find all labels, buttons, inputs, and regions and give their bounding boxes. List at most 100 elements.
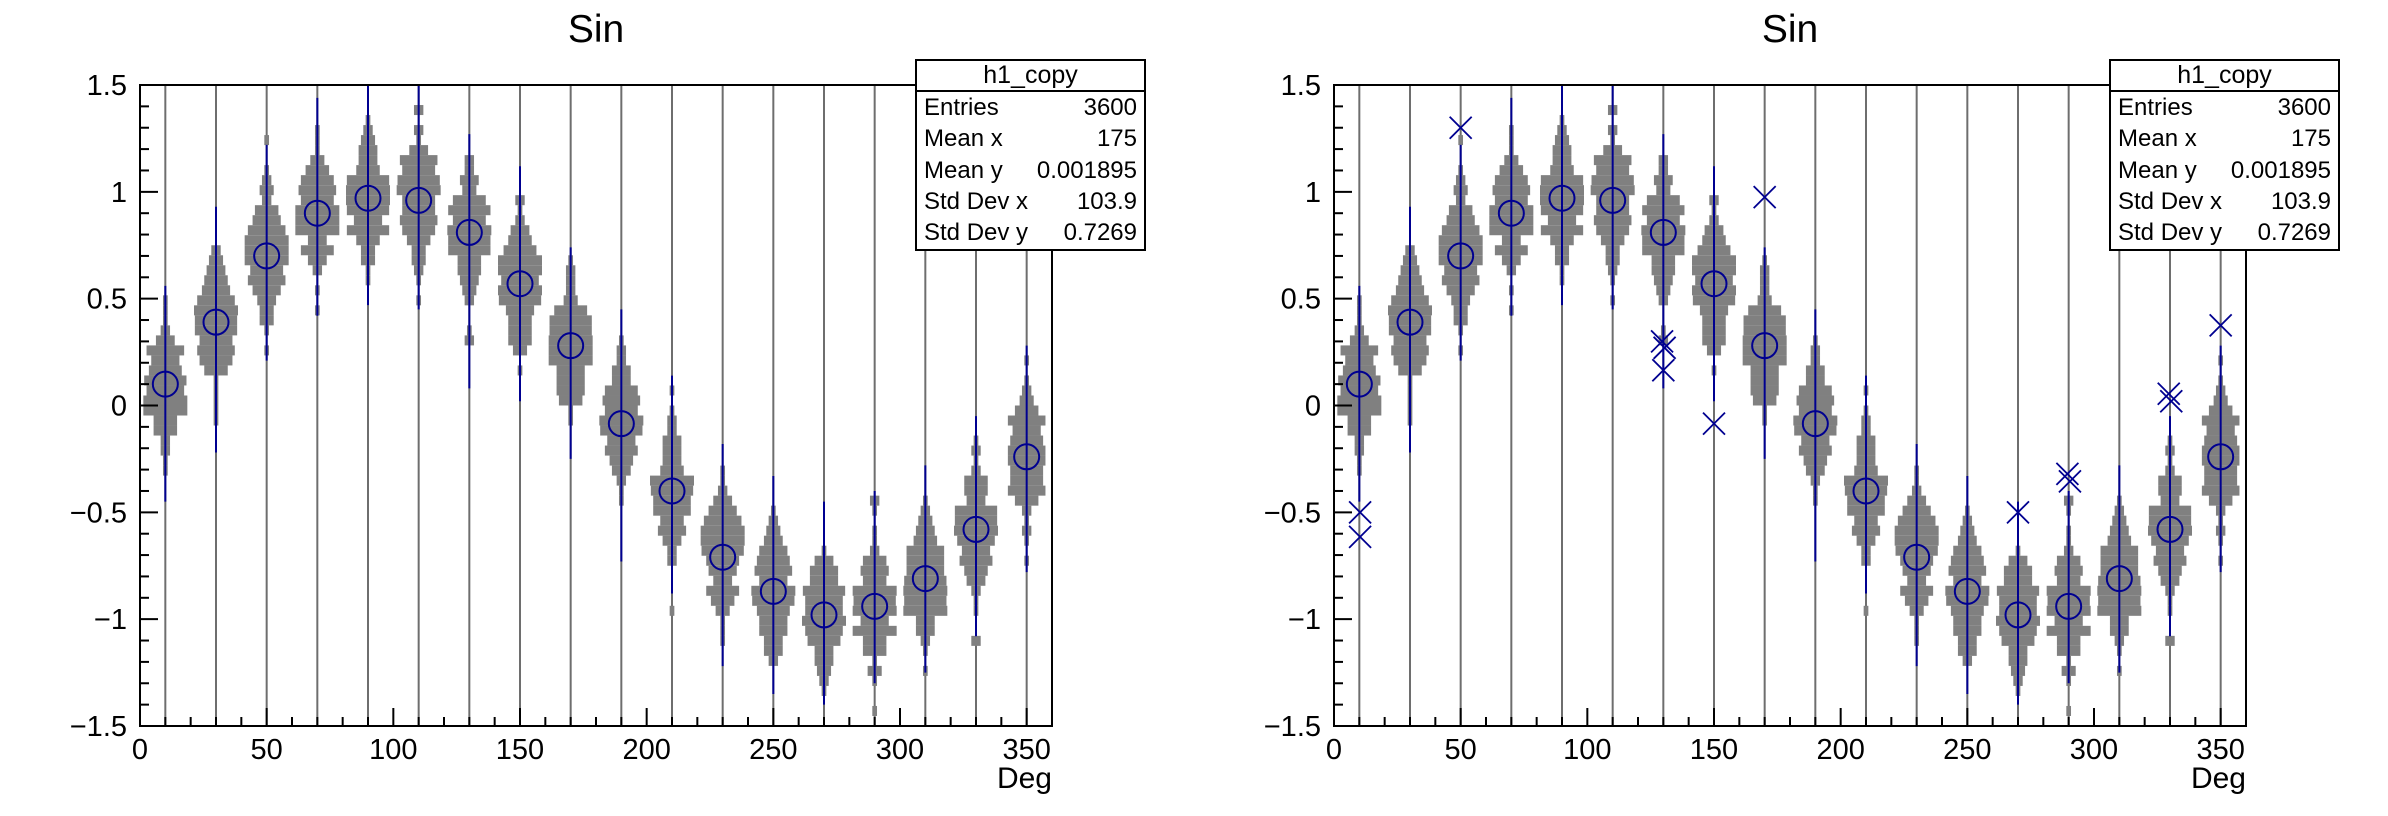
mean-marker bbox=[1751, 332, 1779, 360]
x-tick-label: 150 bbox=[1690, 734, 1738, 766]
x-tick-label: 0 bbox=[132, 734, 148, 766]
mean-marker bbox=[1345, 370, 1373, 398]
mean-marker bbox=[202, 308, 230, 336]
outlier-x-marker bbox=[2055, 462, 2080, 486]
stat-label: Mean y bbox=[924, 156, 1003, 184]
stats-rows: Entries 3600 Mean x 175 Mean y 0.001895 … bbox=[917, 92, 1144, 249]
stats-row: Std Dev x 103.9 bbox=[917, 186, 1144, 217]
mean-marker bbox=[709, 543, 737, 571]
violin-block bbox=[2066, 705, 2072, 716]
x-tick-label: 200 bbox=[622, 734, 670, 766]
mean-marker bbox=[759, 577, 787, 605]
y-tick-label: 0 bbox=[111, 391, 127, 423]
violin-block bbox=[669, 605, 675, 616]
outlier-x-marker bbox=[2006, 500, 2030, 524]
y-tick-label: 0.5 bbox=[87, 284, 127, 316]
mean-marker bbox=[2156, 515, 2184, 543]
stat-value: 175 bbox=[1096, 125, 1137, 153]
y-tick-label: −1.5 bbox=[70, 711, 127, 743]
stats-row: Mean y 0.001895 bbox=[917, 155, 1144, 186]
stats-box: h1_copy Entries 3600 Mean x 175 Mean y 0… bbox=[2109, 59, 2340, 251]
outlier-x-marker bbox=[2159, 389, 2183, 413]
panel-left: 0 50 100 150 200 250 300 350 −1.5 −1 −0.5 0 0.5 1 1.5 D… bbox=[69, 8, 1146, 795]
stats-row: Std Dev y 0.7269 bbox=[2111, 218, 2338, 249]
mean-marker bbox=[1953, 577, 1981, 605]
stat-label: Std Dev y bbox=[924, 219, 1029, 247]
x-tick-label: 300 bbox=[2070, 734, 2118, 766]
mean-marker bbox=[861, 592, 889, 620]
gridlines bbox=[1358, 85, 2222, 726]
outlier-x-marker bbox=[1449, 116, 1473, 140]
chart-title: Sin bbox=[1761, 8, 1819, 51]
x-tick-label: 300 bbox=[876, 734, 924, 766]
stats-row: Std Dev x 103.9 bbox=[2111, 186, 2338, 217]
panel-right: 0 50 100 150 200 250 300 350 −1.5 −1 −0.5 0 0.5 1 1.5 D… bbox=[1194, 0, 2388, 816]
stat-value: 175 bbox=[2290, 125, 2331, 153]
mean-marker bbox=[1649, 218, 1677, 246]
stats-row: Mean x 175 bbox=[917, 123, 1144, 154]
outlier-markers bbox=[1348, 116, 2233, 549]
y-tick-label: 1.5 bbox=[1281, 70, 1321, 102]
stats-box: h1_copy Entries 3600 Mean x 175 Mean y 0… bbox=[915, 59, 1146, 251]
mean-marker bbox=[1599, 186, 1627, 214]
mean-marker bbox=[253, 242, 281, 270]
stats-row: Std Dev y 0.7269 bbox=[917, 218, 1144, 249]
mean-marker bbox=[911, 565, 939, 593]
stats-row: Mean y 0.001895 bbox=[2111, 155, 2338, 186]
mean-marker bbox=[1801, 410, 1829, 438]
y-tick-label: 0 bbox=[1305, 391, 1321, 423]
stats-box-title: h1_copy bbox=[2111, 61, 2338, 92]
x-axis-ticks bbox=[1333, 708, 2247, 726]
outlier-x-marker bbox=[2058, 469, 2082, 493]
plot-canvas-right: 0 50 100 150 200 250 300 350 −1.5 −1 −0.5 0 0.5 1 1.5 D… bbox=[1264, 70, 2247, 795]
mean-marker bbox=[506, 270, 534, 298]
stats-rows: Entries 3600 Mean x 175 Mean y 0.001895 … bbox=[2111, 92, 2338, 249]
mean-marker bbox=[354, 184, 382, 212]
mean-marker bbox=[1903, 543, 1931, 571]
stat-label: Entries bbox=[924, 93, 999, 121]
mean-marker bbox=[2207, 443, 2235, 471]
x-tick-label: 50 bbox=[251, 734, 283, 766]
outlier-x-marker bbox=[1348, 500, 1372, 524]
outlier-x-marker bbox=[1753, 185, 1777, 209]
y-axis-ticks bbox=[140, 84, 158, 727]
y-tick-label: −1 bbox=[1288, 604, 1321, 636]
stat-label: Mean x bbox=[924, 125, 1003, 153]
chart-title: Sin bbox=[567, 8, 625, 51]
y-tick-label: 0.5 bbox=[1281, 284, 1321, 316]
violin-block bbox=[872, 705, 878, 716]
mean-marker bbox=[1852, 477, 1880, 505]
outlier-x-marker bbox=[1702, 412, 1726, 436]
stat-value: 0.7269 bbox=[1063, 219, 1137, 247]
violin-block bbox=[1863, 605, 1869, 616]
stat-label: Entries bbox=[2118, 93, 2193, 121]
outlier-x-marker bbox=[1652, 336, 1677, 360]
outlier-x-marker bbox=[2209, 313, 2233, 338]
stat-value: 3600 bbox=[1083, 93, 1137, 121]
mean-marker bbox=[557, 332, 585, 360]
stat-label: Mean y bbox=[2118, 156, 2197, 184]
mean-marker bbox=[658, 477, 686, 505]
mean-marker bbox=[2055, 592, 2083, 620]
x-axis-title: Deg bbox=[2191, 762, 2246, 795]
x-tick-label: 100 bbox=[369, 734, 417, 766]
y-tick-label: 1 bbox=[111, 177, 127, 209]
stat-label: Std Dev x bbox=[924, 187, 1029, 215]
stat-label: Mean x bbox=[2118, 125, 2197, 153]
mean-marker bbox=[2004, 601, 2032, 629]
stat-value: 103.9 bbox=[2270, 187, 2331, 215]
y-tick-label: −1.5 bbox=[1264, 711, 1321, 743]
stat-value: 0.001895 bbox=[2230, 156, 2331, 184]
mean-marker bbox=[2105, 565, 2133, 593]
mean-marker bbox=[1548, 184, 1576, 212]
x-tick-label: 50 bbox=[1445, 734, 1477, 766]
stats-box-title: h1_copy bbox=[917, 61, 1144, 92]
mean-marker bbox=[1447, 242, 1475, 270]
x-axis-ticks bbox=[139, 708, 1053, 726]
stats-row: Entries 3600 bbox=[2111, 92, 2338, 123]
mean-marker bbox=[455, 218, 483, 246]
x-axis-title: Deg bbox=[997, 762, 1052, 795]
mean-marker bbox=[607, 410, 635, 438]
mean-marker bbox=[810, 601, 838, 629]
gridlines bbox=[164, 85, 1028, 726]
